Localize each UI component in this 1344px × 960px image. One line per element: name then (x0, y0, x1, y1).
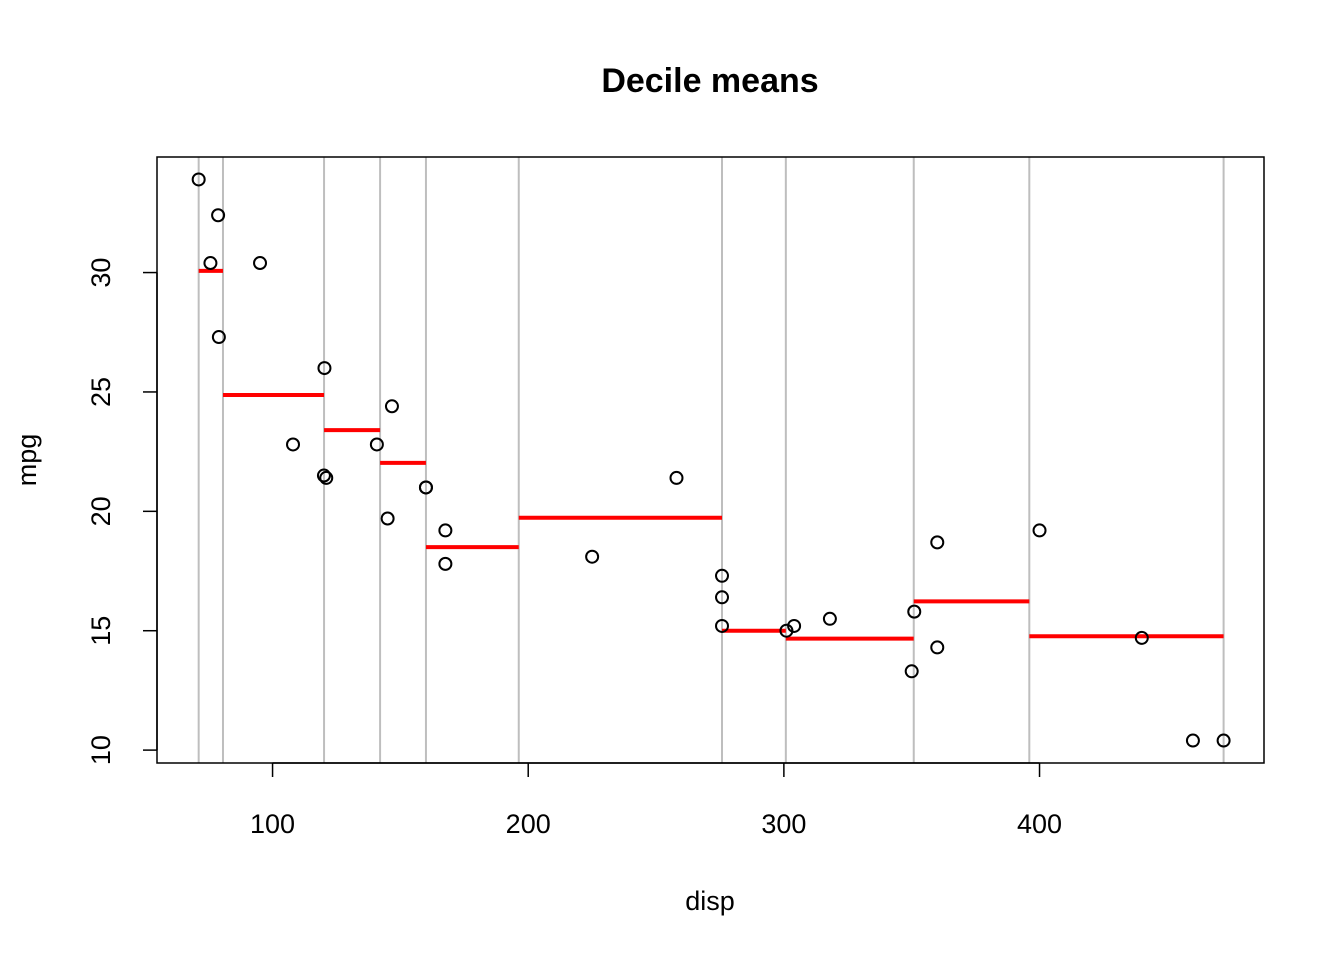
data-point-16 (1134, 630, 1149, 645)
data-point-5 (585, 549, 600, 564)
y-tick-label-20: 20 (86, 496, 116, 526)
data-point-14 (1216, 733, 1231, 748)
data-point-7 (384, 399, 399, 414)
y-tick-label-25: 25 (86, 377, 116, 407)
decile-break-lines (197, 157, 1225, 763)
data-point-19 (191, 172, 206, 187)
data-point-18 (203, 256, 218, 271)
decile-mean-segments (198, 268, 1224, 641)
y-axis: 10 15 20 25 30 (86, 258, 158, 765)
y-tick-label-10: 10 (86, 735, 116, 765)
data-point-24 (1032, 523, 1047, 538)
data-point-9 (438, 523, 453, 538)
data-point-17 (211, 208, 226, 223)
data-point-21 (822, 611, 837, 626)
x-axis-label: disp (685, 886, 735, 916)
y-axis-label: mpg (12, 434, 42, 487)
y-tick-label-15: 15 (86, 616, 116, 646)
y-tick-label-30: 30 (86, 258, 116, 288)
data-point-11 (715, 590, 730, 605)
data-point-8 (369, 437, 384, 452)
x-axis: 100 200 300 400 (250, 762, 1062, 839)
x-tick-label-300: 300 (761, 809, 806, 839)
data-point-15 (1185, 733, 1200, 748)
data-point-20 (316, 468, 331, 483)
x-tick-label-100: 100 (250, 809, 295, 839)
data-point-12 (715, 568, 730, 583)
data-point-31 (319, 470, 334, 485)
data-point-2 (286, 437, 301, 452)
data-point-10 (438, 556, 453, 571)
data-point-30 (779, 623, 794, 638)
data-point-1 (418, 480, 433, 495)
data-point-29 (380, 511, 395, 526)
data-point-23 (904, 664, 919, 679)
x-tick-label-200: 200 (506, 809, 551, 839)
data-point-13 (715, 618, 730, 633)
data-point-26 (317, 361, 332, 376)
x-tick-label-400: 400 (1017, 809, 1062, 839)
data-point-25 (211, 330, 226, 345)
data-point-4 (930, 535, 945, 550)
data-point-28 (907, 604, 922, 619)
data-point-6 (930, 640, 945, 655)
data-points (191, 172, 1231, 748)
chart-title: Decile means (601, 62, 818, 100)
data-point-27 (253, 256, 268, 271)
data-point-3 (669, 470, 684, 485)
